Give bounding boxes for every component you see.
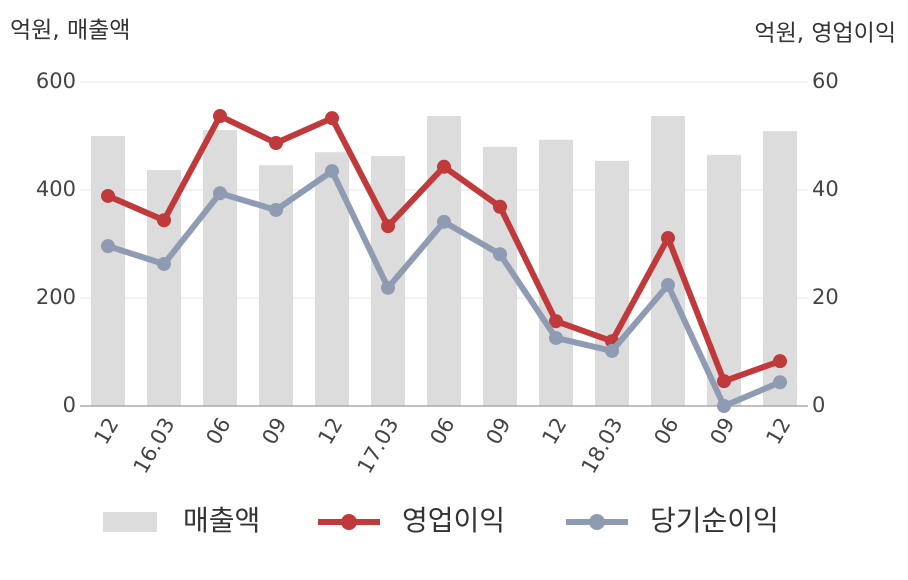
y2-tick-label: 40 (812, 177, 839, 201)
point (381, 280, 395, 295)
point (269, 136, 283, 151)
bar (147, 170, 181, 406)
legend-label: 매출액 (183, 504, 260, 537)
point (717, 374, 731, 389)
x-tick-label: 06 (425, 414, 459, 449)
point (213, 109, 227, 124)
point (549, 330, 563, 345)
point (661, 231, 675, 246)
point (549, 314, 563, 329)
legend-label: 영업이익 (402, 504, 505, 537)
point (717, 399, 731, 413)
y2-axis-title: 억원, 영업이익 (754, 21, 896, 47)
x-tick-label: 12 (89, 414, 123, 449)
y2-tick-label: 60 (812, 69, 839, 93)
legend-swatch (341, 514, 357, 530)
point (773, 354, 787, 369)
point (325, 111, 339, 126)
x-tick-label: 12 (537, 414, 571, 449)
x-tick-label: 12 (761, 414, 795, 449)
bar (427, 116, 461, 407)
x-tick-label: 16.03 (129, 414, 180, 478)
bar (91, 136, 125, 406)
point (773, 375, 787, 390)
x-tick-label: 12 (313, 414, 347, 449)
bar (707, 154, 741, 406)
point (381, 219, 395, 234)
x-tick-label: 09 (257, 414, 291, 449)
point (157, 256, 171, 271)
point (325, 164, 339, 179)
y-axis-title: 억원, 매출액 (10, 18, 130, 44)
x-tick-label: 09 (481, 414, 515, 449)
point (101, 239, 115, 254)
legend-label: 당기순이익 (650, 504, 779, 537)
x-tick-label: 06 (201, 414, 235, 449)
point (213, 186, 227, 201)
y2-tick-label: 0 (812, 393, 825, 417)
legend-swatch (589, 514, 605, 530)
point (101, 188, 115, 203)
legend-swatch (103, 512, 157, 532)
point (437, 159, 451, 174)
y2-tick-label: 20 (812, 285, 839, 309)
point (661, 278, 675, 293)
y-tick-label: 0 (63, 393, 76, 417)
bar (595, 160, 629, 406)
point (493, 247, 507, 262)
x-tick-label: 09 (705, 414, 739, 449)
x-tick-label: 17.03 (353, 414, 404, 478)
x-tick-label: 18.03 (577, 414, 628, 478)
y-tick-label: 600 (36, 69, 76, 93)
y-tick-label: 200 (36, 285, 76, 309)
point (437, 214, 451, 229)
x-tick-label: 06 (649, 414, 683, 449)
point (157, 213, 171, 228)
point (493, 199, 507, 214)
y-tick-label: 400 (36, 177, 76, 201)
bar (539, 139, 573, 406)
point (269, 202, 283, 217)
point (605, 343, 619, 358)
bar (203, 130, 237, 406)
